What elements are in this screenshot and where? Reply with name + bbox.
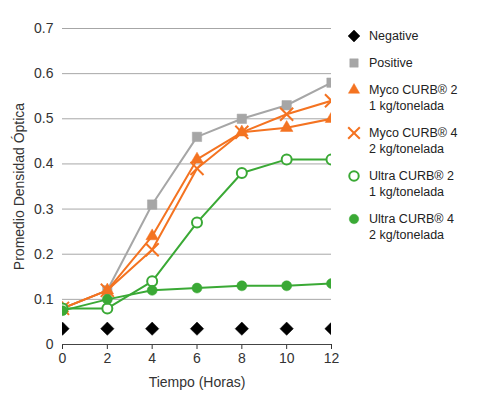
svg-text:0.6: 0.6 [34,65,54,81]
html-text:Negative: Negative [369,29,419,43]
svg-text:10: 10 [279,350,295,366]
html-text:Myco CURB® 2 1 kg/tonelada: Myco CURB® 2 1 kg/tonelada [369,83,458,113]
svg-text:2: 2 [103,350,111,366]
svg-text:0.3: 0.3 [34,201,54,217]
svg-text:0: 0 [59,350,67,366]
svg-text:12: 12 [324,350,340,366]
html-text:Positive: Positive [369,56,413,70]
svg-text:0.1: 0.1 [34,291,54,307]
svg-text:8: 8 [238,350,246,366]
svg-text:0.7: 0.7 [34,20,54,36]
svg-text:0.2: 0.2 [34,246,54,262]
svg-text:0: 0 [46,336,54,352]
svg-text:Promedio Densidad Óptica: Promedio Densidad Óptica [11,103,27,271]
svg-text:6: 6 [193,350,201,366]
html-text:Ultra CURB® 2 1 kg/tonelada: Ultra CURB® 2 1 kg/tonelada [369,169,454,199]
svg-text:0.5: 0.5 [34,110,54,126]
html-text:Ultra CURB® 4 2 kg/tonelada: Ultra CURB® 4 2 kg/tonelada [369,212,454,242]
svg-text:4: 4 [148,350,156,366]
svg-text:Tiempo (Horas): Tiempo (Horas) [149,374,246,390]
svg-text:0.4: 0.4 [34,155,54,171]
html-text:Myco CURB® 4 2 kg/tonelada: Myco CURB® 4 2 kg/tonelada [369,126,458,156]
